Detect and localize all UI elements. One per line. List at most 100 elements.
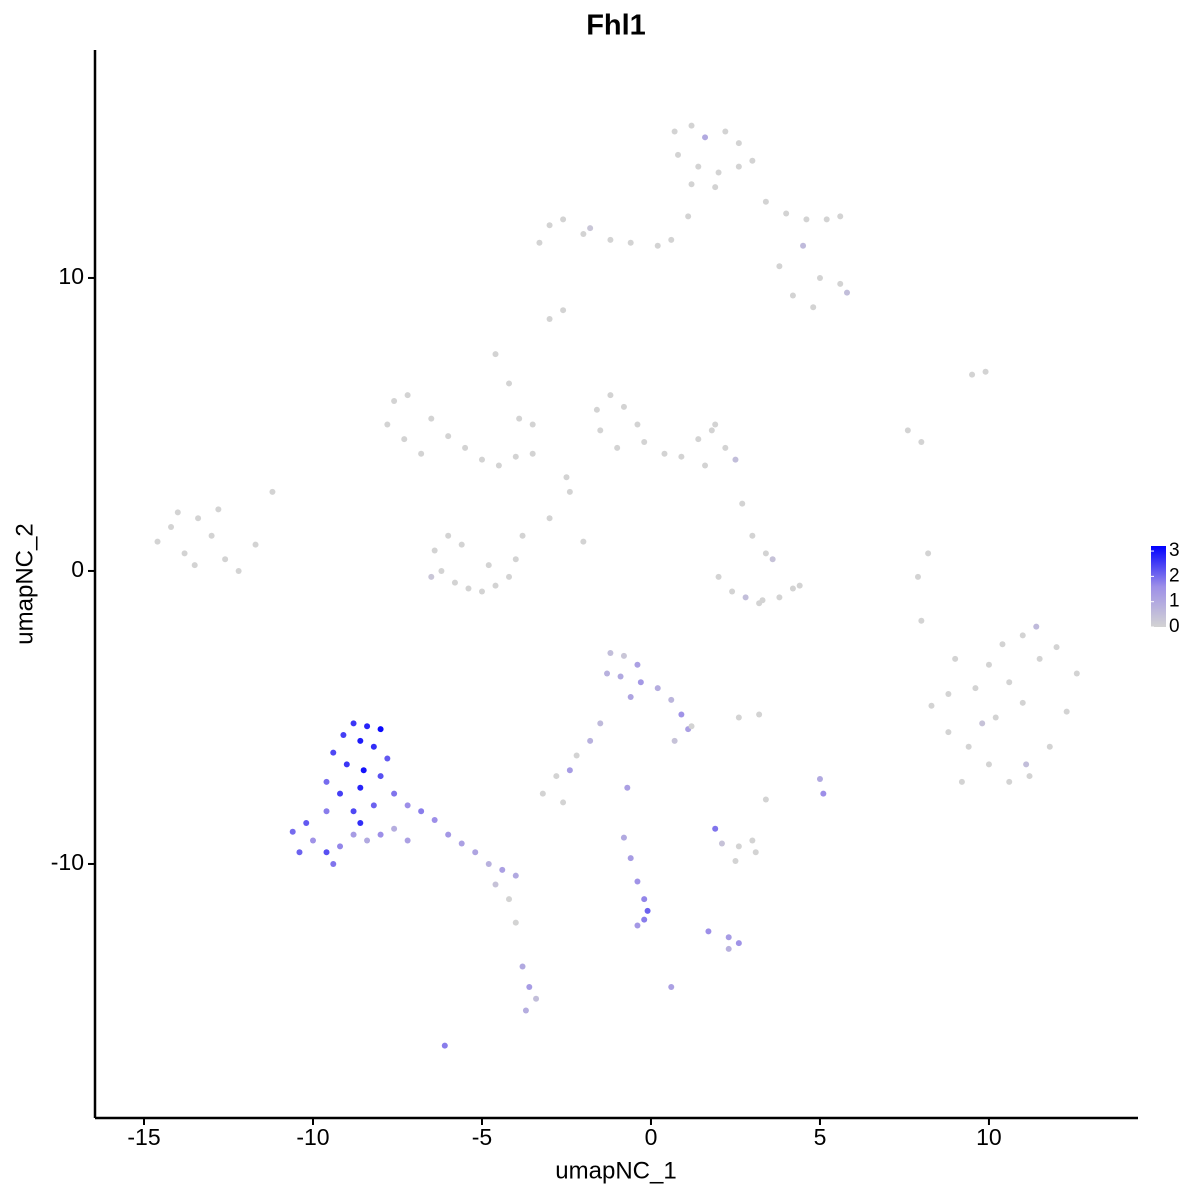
point [678, 453, 685, 460]
point [928, 702, 935, 709]
point [364, 723, 371, 730]
x-tick-label: -15 [127, 1124, 160, 1150]
point [627, 855, 634, 862]
point [607, 650, 614, 657]
point [289, 828, 296, 835]
point [844, 289, 851, 296]
point [783, 210, 790, 217]
point [1026, 773, 1033, 780]
point [627, 693, 634, 700]
point [702, 134, 709, 141]
point [735, 843, 742, 850]
point [404, 837, 411, 844]
point [702, 462, 709, 469]
point [749, 837, 756, 844]
point [620, 403, 627, 410]
point [1063, 708, 1070, 715]
point [985, 661, 992, 668]
point [620, 652, 627, 659]
point [391, 790, 398, 797]
point [566, 767, 573, 774]
point [309, 837, 316, 844]
point [512, 556, 519, 563]
point [445, 831, 452, 838]
point [607, 236, 614, 243]
point [506, 380, 513, 387]
point [972, 685, 979, 692]
point [512, 872, 519, 879]
point [587, 225, 594, 232]
point [384, 421, 391, 428]
colorbar-tick-label: 2 [1169, 565, 1180, 586]
point [560, 216, 567, 223]
point [641, 896, 648, 903]
point [428, 415, 435, 422]
point [478, 588, 485, 595]
point [671, 128, 678, 135]
point [401, 436, 408, 443]
point [560, 307, 567, 314]
point [337, 790, 344, 797]
point [597, 427, 604, 434]
point [485, 860, 492, 867]
point [823, 216, 830, 223]
point [945, 729, 952, 736]
point [340, 732, 347, 739]
point [803, 216, 810, 223]
colorbar-tick-label: 1 [1169, 591, 1180, 612]
point [350, 720, 357, 727]
point [816, 775, 823, 782]
point [732, 858, 739, 865]
point [499, 866, 506, 873]
point [776, 263, 783, 270]
point [688, 122, 695, 129]
point [431, 817, 438, 824]
point [668, 696, 675, 703]
point [553, 773, 560, 780]
x-tick-label: -10 [296, 1124, 329, 1150]
point [506, 573, 513, 580]
point [377, 831, 384, 838]
point [712, 184, 719, 191]
point [634, 421, 641, 428]
point [965, 743, 972, 750]
point [756, 711, 763, 718]
point [837, 280, 844, 287]
point [641, 439, 648, 446]
point [715, 169, 722, 176]
point [654, 242, 661, 249]
point [235, 567, 242, 574]
point [604, 670, 611, 677]
point [678, 711, 685, 718]
point [495, 462, 502, 469]
point [617, 673, 624, 680]
point [492, 351, 499, 358]
point [384, 755, 391, 762]
point [800, 242, 807, 249]
point [712, 421, 719, 428]
point [404, 392, 411, 399]
point [478, 456, 485, 463]
point [979, 720, 986, 727]
point [992, 714, 999, 721]
point [337, 843, 344, 850]
point [323, 849, 330, 856]
point [1046, 743, 1053, 750]
point [675, 151, 682, 158]
point [762, 796, 769, 803]
point [563, 474, 570, 481]
point [357, 737, 364, 744]
point [952, 655, 959, 662]
point [593, 406, 600, 413]
point [688, 181, 695, 188]
point [330, 749, 337, 756]
point [705, 928, 712, 935]
point [796, 582, 803, 589]
point [597, 720, 604, 727]
point [627, 239, 634, 246]
point [154, 538, 161, 545]
point [607, 392, 614, 399]
point [1053, 644, 1060, 651]
point [735, 940, 742, 947]
